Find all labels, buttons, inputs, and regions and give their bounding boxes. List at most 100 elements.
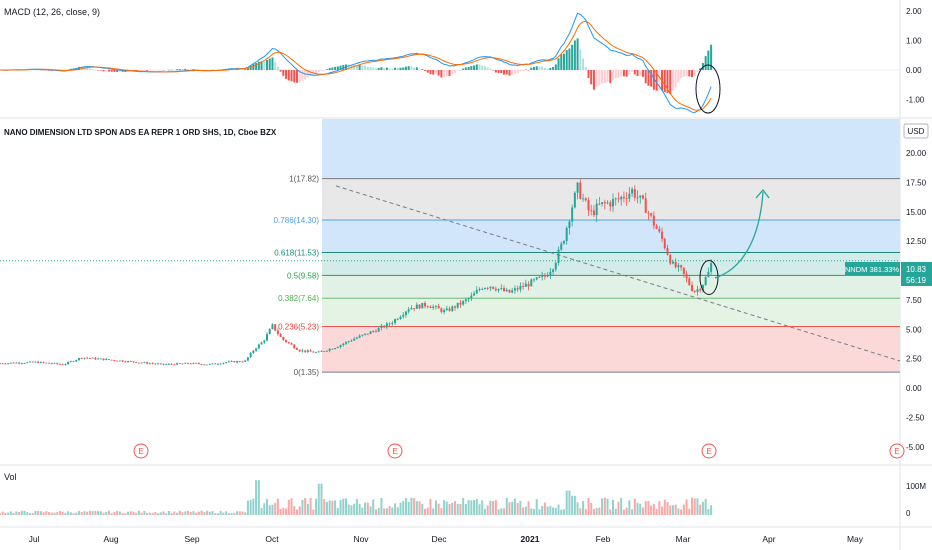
volume-bar	[522, 507, 525, 515]
candle-body	[18, 362, 21, 364]
candle-body	[157, 363, 160, 365]
volume-bar	[680, 509, 683, 515]
macd-histogram-bar	[486, 67, 489, 70]
macd-histogram-bar	[189, 69, 192, 70]
macd-histogram-bar	[301, 70, 304, 81]
volume-bar	[546, 506, 549, 515]
candle-body	[641, 195, 644, 199]
macd-histogram-bar	[323, 70, 326, 71]
volume-bar	[584, 509, 587, 515]
candle-body	[650, 213, 653, 216]
volume-bar	[394, 503, 397, 515]
currency-badge[interactable]	[903, 123, 929, 139]
candle-body	[222, 362, 225, 364]
volume-bar	[206, 510, 209, 515]
candle-body	[195, 362, 198, 364]
candle-body	[110, 359, 113, 361]
macd-histogram-bar	[639, 70, 642, 76]
macd-histogram-bar	[271, 57, 274, 70]
volume-bar	[124, 513, 127, 515]
candle-body	[184, 362, 187, 364]
candle-body	[440, 308, 443, 312]
candle-body	[576, 182, 579, 193]
candle-body	[159, 363, 162, 365]
candle-body	[206, 364, 209, 366]
candle-body	[671, 261, 674, 264]
candle-body	[12, 362, 15, 364]
macd-histogram-bar	[650, 70, 653, 87]
candle-body	[421, 302, 424, 309]
candle-body	[541, 275, 544, 277]
volume-bar	[347, 504, 350, 515]
volume-bar	[99, 511, 102, 515]
candle-body	[135, 362, 138, 363]
volume-bar	[464, 503, 467, 515]
candle-body	[374, 331, 377, 332]
macd-histogram-bar	[565, 50, 568, 70]
macd-histogram-bar	[244, 69, 247, 70]
dashed-trendline[interactable]	[335, 185, 901, 362]
volume-bar	[601, 498, 604, 515]
price-title: NANO DIMENSION LTD SPON ADS EA REPR 1 OR…	[4, 128, 277, 137]
macd-histogram-bar	[88, 68, 91, 70]
volume-bar	[132, 511, 135, 515]
volume-bar	[143, 510, 146, 515]
macd-histogram-bar	[503, 70, 506, 75]
macd-histogram-bar	[137, 70, 140, 72]
macd-histogram-bar	[105, 70, 108, 72]
annotations[interactable]	[695, 64, 770, 296]
candle-body	[350, 340, 353, 342]
candle-body	[560, 243, 563, 250]
candle-body	[301, 350, 304, 352]
volume-bar	[628, 500, 631, 515]
macd-histogram-bar	[252, 64, 255, 70]
candle-body	[208, 364, 211, 365]
candle-body	[424, 302, 427, 307]
macd-histogram-bar	[459, 70, 462, 71]
volume-bar	[334, 500, 337, 515]
candle-body	[628, 193, 631, 199]
candle-body	[358, 335, 361, 338]
macd-histogram-bar	[334, 66, 337, 70]
macd-histogram-bar	[309, 70, 312, 76]
volume-bar	[266, 498, 268, 515]
volume-bar	[257, 480, 260, 515]
candle-body	[508, 289, 511, 293]
candle-body	[244, 360, 247, 362]
macd-histogram-bar	[385, 67, 388, 70]
volume-bar	[69, 512, 72, 515]
candle-body	[167, 363, 170, 365]
volume-bar	[372, 499, 375, 515]
volume-bar	[238, 511, 241, 515]
macd-histogram-bar	[701, 62, 704, 70]
currency-label: USD	[908, 127, 925, 136]
candle-body	[219, 363, 222, 365]
candle-body	[113, 360, 116, 361]
candle-body	[372, 331, 375, 332]
candle-body	[644, 198, 647, 213]
candle-body	[1, 363, 4, 365]
candle-body	[483, 288, 486, 289]
macd-histogram-bar	[633, 70, 636, 75]
volume-bar	[56, 512, 59, 515]
fib-retracement[interactable]: 1(17.82) 0.786(14.30) 0.618(11.53) 0.5(9.58…	[0, 119, 900, 377]
volume-bar	[331, 500, 334, 515]
candle-body	[434, 305, 437, 307]
volume-axis-tick: 100M	[906, 482, 926, 491]
macd-histogram-bar	[494, 70, 497, 73]
candle-body	[9, 362, 12, 364]
volume-bar	[364, 502, 367, 515]
fib-level-label: 1(17.82)	[289, 175, 319, 184]
candle-body	[546, 275, 549, 277]
volume-bar	[42, 512, 45, 515]
candle-body	[192, 362, 195, 364]
volume-bar	[530, 508, 533, 515]
candle-body	[309, 350, 312, 352]
macd-histogram-bar	[655, 70, 658, 91]
macd-histogram-bar	[246, 67, 249, 70]
candle-body	[94, 357, 97, 360]
macd-histogram-bar	[505, 70, 508, 75]
volume-bar	[178, 510, 181, 515]
macd-histogram-bar	[304, 70, 307, 80]
